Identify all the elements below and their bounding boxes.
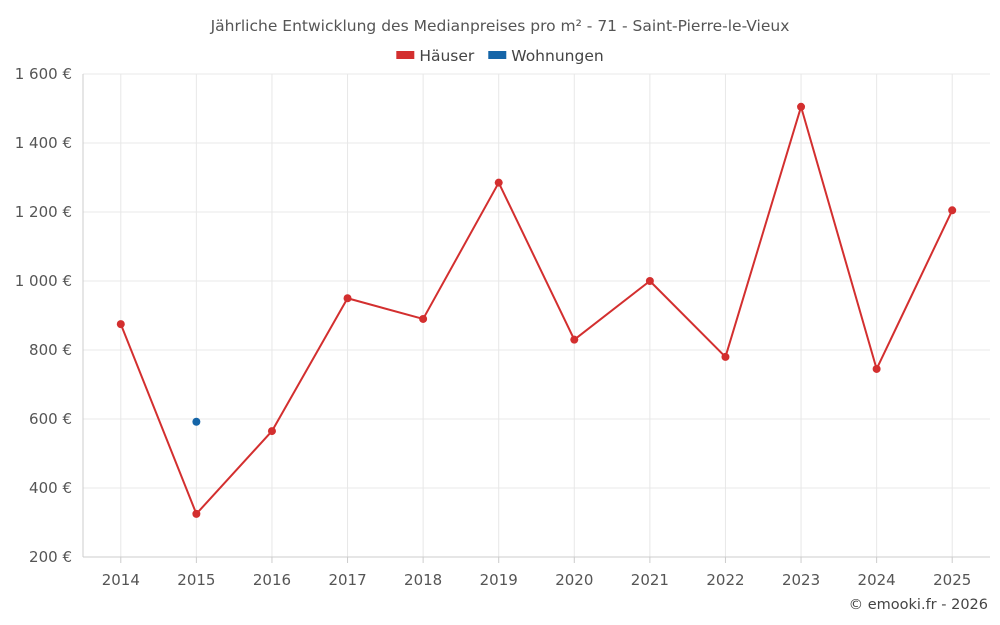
legend-label: Wohnungen — [511, 47, 603, 65]
x-tick-label: 2021 — [631, 571, 669, 589]
y-tick-label: 1 400 € — [15, 134, 72, 152]
data-point[interactable] — [494, 178, 503, 187]
series-line — [119, 105, 954, 515]
x-tick-label: 2017 — [328, 571, 366, 589]
x-tick-label: 2014 — [102, 571, 140, 589]
y-axis: 200 € 400 € 600 € 800 € 1 000 € 1 200 € 1 400 … — [15, 65, 72, 566]
y-tick-label: 800 € — [29, 341, 72, 359]
x-tick-label: 2016 — [253, 571, 291, 589]
data-point[interactable] — [116, 320, 125, 329]
y-tick-label: 200 € — [29, 548, 72, 566]
x-tick-label: 2025 — [933, 571, 971, 589]
y-tick-label: 1 600 € — [15, 65, 72, 83]
x-tick-label: 2018 — [404, 571, 442, 589]
data-point[interactable] — [570, 335, 579, 344]
data-point[interactable] — [721, 352, 730, 361]
data-point[interactable] — [343, 294, 352, 303]
data-point[interactable] — [267, 427, 276, 436]
legend-swatch — [488, 51, 507, 59]
x-tick-label: 2015 — [177, 571, 215, 589]
data-point[interactable] — [872, 364, 881, 373]
y-tick-label: 1 000 € — [15, 272, 72, 290]
y-tick-label: 1 200 € — [15, 203, 72, 221]
data-point[interactable] — [419, 314, 428, 323]
x-tick-label: 2019 — [480, 571, 518, 589]
x-tick-label: 2022 — [706, 571, 744, 589]
y-tick-label: 400 € — [29, 479, 72, 497]
x-tick-label: 2024 — [858, 571, 896, 589]
chart-title: Jährliche Entwicklung des Medianpreises … — [210, 17, 790, 35]
grid — [82, 73, 990, 558]
series-layer — [116, 102, 957, 518]
y-tick-label: 600 € — [29, 410, 72, 428]
legend-item-0[interactable]: Häuser — [396, 47, 475, 65]
series-0 — [116, 102, 957, 518]
legend: Häuser Wohnungen — [396, 47, 604, 65]
data-point[interactable] — [948, 206, 957, 215]
series-1 — [192, 417, 201, 426]
legend-swatch — [396, 51, 415, 59]
data-point[interactable] — [645, 277, 654, 285]
x-axis: 2014 2015 2016 2017 2018 2019 2020 2021 2022 2023… — [102, 557, 971, 589]
x-tick-label: 2020 — [555, 571, 593, 589]
data-point[interactable] — [192, 417, 201, 426]
legend-label: Häuser — [419, 47, 475, 65]
x-tick-label: 2023 — [782, 571, 820, 589]
data-point[interactable] — [797, 102, 806, 111]
credit-text: © emooki.fr - 2026 — [849, 597, 988, 613]
data-point[interactable] — [192, 509, 201, 518]
legend-item-1[interactable]: Wohnungen — [488, 47, 604, 65]
